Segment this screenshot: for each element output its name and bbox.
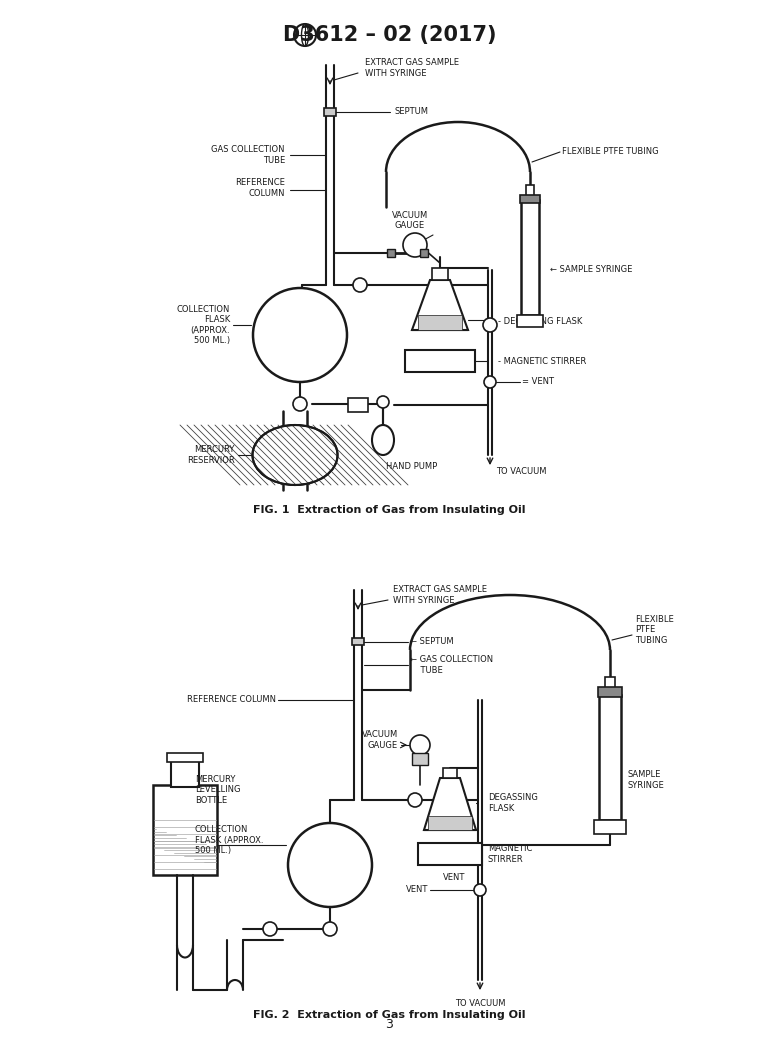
Bar bbox=[432, 268, 448, 280]
Text: - MAGNETIC STIRRER: - MAGNETIC STIRRER bbox=[498, 356, 587, 365]
Polygon shape bbox=[424, 778, 476, 830]
Text: MERCURY
LEVELLING
BOTTLE: MERCURY LEVELLING BOTTLE bbox=[195, 776, 240, 805]
Text: VENT: VENT bbox=[443, 873, 465, 883]
Text: VACUUM
GAUGE: VACUUM GAUGE bbox=[392, 210, 428, 230]
Circle shape bbox=[323, 922, 337, 936]
Ellipse shape bbox=[253, 425, 338, 485]
Text: ← SAMPLE SYRINGE: ← SAMPLE SYRINGE bbox=[550, 265, 633, 275]
Text: D3612 – 02 (2017): D3612 – 02 (2017) bbox=[283, 25, 496, 45]
Text: ← SEPTUM: ← SEPTUM bbox=[410, 637, 454, 646]
Text: = VENT: = VENT bbox=[522, 378, 554, 386]
Circle shape bbox=[484, 376, 496, 388]
Text: - DEGASSING FLASK: - DEGASSING FLASK bbox=[498, 318, 583, 327]
Polygon shape bbox=[412, 280, 468, 330]
Circle shape bbox=[410, 735, 430, 755]
Bar bbox=[171, 760, 199, 787]
Text: HAND PUMP: HAND PUMP bbox=[386, 462, 437, 471]
Circle shape bbox=[293, 397, 307, 411]
Text: MAGNETIC
STIRRER: MAGNETIC STIRRER bbox=[488, 844, 532, 864]
Bar bbox=[599, 695, 621, 820]
Bar bbox=[521, 200, 539, 315]
Circle shape bbox=[353, 278, 367, 291]
Bar bbox=[605, 677, 615, 695]
Ellipse shape bbox=[372, 425, 394, 455]
Circle shape bbox=[474, 884, 486, 896]
Circle shape bbox=[408, 793, 422, 807]
Text: SAMPLE
SYRINGE: SAMPLE SYRINGE bbox=[628, 770, 664, 790]
Text: MERCURY
RESERVIOR: MERCURY RESERVIOR bbox=[187, 446, 235, 464]
Text: EXTRACT GAS SAMPLE
WITH SYRINGE: EXTRACT GAS SAMPLE WITH SYRINGE bbox=[365, 58, 459, 78]
Text: DEGASSING
FLASK: DEGASSING FLASK bbox=[488, 793, 538, 813]
Text: TO VACUUM: TO VACUUM bbox=[496, 467, 546, 477]
Text: SEPTUM: SEPTUM bbox=[395, 107, 429, 117]
Text: EXTRACT GAS SAMPLE
WITH SYRINGE: EXTRACT GAS SAMPLE WITH SYRINGE bbox=[393, 585, 487, 605]
Text: ← GAS COLLECTION
    TUBE: ← GAS COLLECTION TUBE bbox=[410, 655, 493, 675]
Circle shape bbox=[377, 396, 389, 408]
Text: VACUUM
GAUGE: VACUUM GAUGE bbox=[362, 731, 398, 750]
Bar bbox=[153, 785, 217, 875]
Bar bbox=[517, 315, 543, 327]
Circle shape bbox=[288, 823, 372, 907]
Bar bbox=[412, 753, 428, 765]
Text: VENT: VENT bbox=[405, 886, 428, 894]
Circle shape bbox=[403, 233, 427, 257]
Bar bbox=[443, 768, 457, 778]
Bar bbox=[594, 820, 626, 834]
Circle shape bbox=[253, 288, 347, 382]
Bar bbox=[352, 638, 364, 645]
Bar bbox=[405, 350, 475, 372]
Text: REFERENCE COLUMN: REFERENCE COLUMN bbox=[187, 695, 276, 705]
Bar bbox=[520, 195, 540, 203]
Bar bbox=[348, 398, 368, 412]
Text: FIG. 1  Extraction of Gas from Insulating Oil: FIG. 1 Extraction of Gas from Insulating… bbox=[253, 505, 525, 515]
Bar bbox=[167, 753, 203, 762]
Text: FLEXIBLE PTFE TUBING: FLEXIBLE PTFE TUBING bbox=[562, 148, 659, 156]
Text: FLEXIBLE
PTFE
TUBING: FLEXIBLE PTFE TUBING bbox=[635, 615, 674, 645]
Text: COLLECTION
FLASK (APPROX.
500 ML.): COLLECTION FLASK (APPROX. 500 ML.) bbox=[195, 826, 264, 855]
Bar bbox=[598, 687, 622, 697]
Ellipse shape bbox=[302, 24, 309, 46]
Bar bbox=[418, 315, 462, 330]
Text: 3: 3 bbox=[385, 1018, 393, 1032]
Circle shape bbox=[263, 922, 277, 936]
Text: COLLECTION
FLASK
(APPROX.
500 ML.): COLLECTION FLASK (APPROX. 500 ML.) bbox=[177, 305, 230, 346]
Bar bbox=[418, 843, 482, 865]
Text: TO VACUUM: TO VACUUM bbox=[455, 999, 505, 1008]
Bar bbox=[324, 108, 336, 116]
Bar bbox=[428, 816, 472, 830]
Circle shape bbox=[294, 24, 316, 46]
Circle shape bbox=[483, 318, 497, 332]
Text: FIG. 2  Extraction of Gas from Insulating Oil: FIG. 2 Extraction of Gas from Insulating… bbox=[253, 1010, 525, 1020]
Bar bbox=[420, 249, 428, 257]
Text: REFERENCE
COLUMN: REFERENCE COLUMN bbox=[235, 178, 285, 198]
Bar bbox=[387, 249, 395, 257]
Text: GAS COLLECTION
TUBE: GAS COLLECTION TUBE bbox=[212, 146, 285, 164]
Bar bbox=[526, 185, 534, 200]
